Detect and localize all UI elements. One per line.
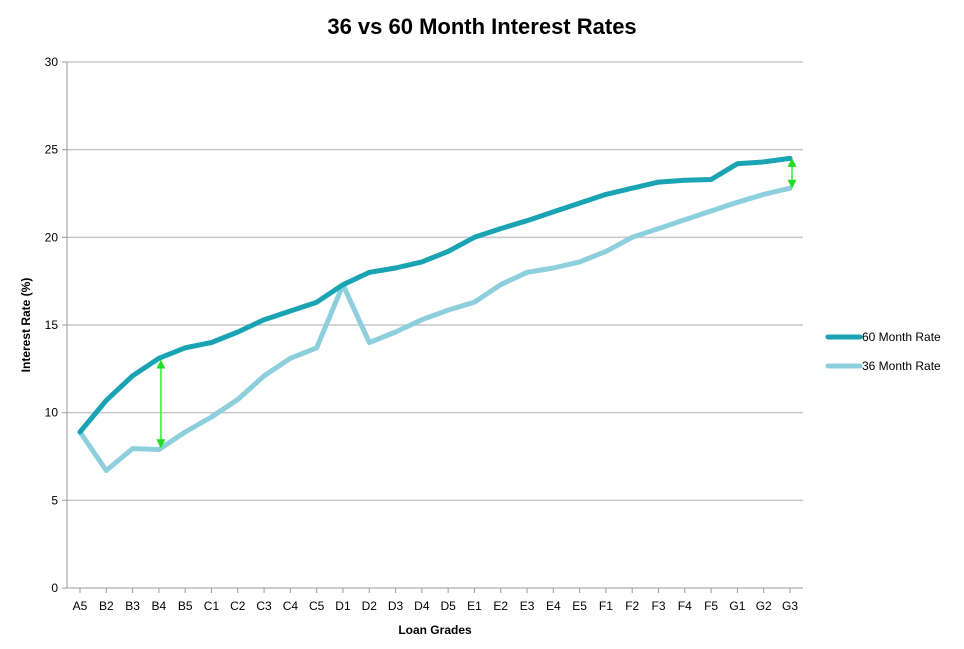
- x-tick-label: D5: [440, 599, 456, 613]
- x-tick-label: C4: [283, 599, 299, 613]
- x-tick-label: E1: [467, 599, 482, 613]
- x-tick-label: F3: [652, 599, 666, 613]
- x-tick-label: G1: [729, 599, 745, 613]
- x-tick-label: E4: [546, 599, 561, 613]
- series-lines: [77, 155, 793, 473]
- y-tick-label: 30: [45, 55, 59, 69]
- gridlines: [67, 61, 803, 502]
- x-tick-label: F1: [599, 599, 613, 613]
- x-tick-label: C2: [230, 599, 246, 613]
- annotations: [156, 157, 797, 449]
- legend-label: 60 Month Rate: [862, 330, 941, 344]
- x-tick-label: E3: [520, 599, 535, 613]
- x-tick-label: B2: [99, 599, 114, 613]
- x-tick-label: F2: [625, 599, 639, 613]
- x-tick-label: D1: [335, 599, 351, 613]
- chart-title: 36 vs 60 Month Interest Rates: [327, 14, 637, 39]
- x-tick-label: F5: [704, 599, 718, 613]
- x-tick-label: C3: [256, 599, 272, 613]
- x-tick-label: D2: [362, 599, 378, 613]
- x-tick-label: G2: [756, 599, 772, 613]
- x-tick-label: D3: [388, 599, 404, 613]
- x-tick-label: C5: [309, 599, 325, 613]
- x-tick-label: G3: [782, 599, 798, 613]
- x-axis-title: Loan Grades: [398, 623, 472, 637]
- x-tick-label: B3: [125, 599, 140, 613]
- y-tick-label: 10: [45, 406, 59, 420]
- legend-label: 36 Month Rate: [862, 359, 941, 373]
- axes: 0 5 10 15 20 25 30 A5 B2 B3 B4 B5 C1 C2 C3 C4 C5 D1 D2 D3 D4…: [45, 55, 803, 613]
- x-tick-label: E5: [572, 599, 587, 613]
- series-line-60-month-rate: [77, 155, 793, 435]
- series-line-36-month-rate: [77, 185, 793, 473]
- x-tick-label: F4: [678, 599, 692, 613]
- y-tick-label: 20: [45, 230, 59, 244]
- legend: 60 Month Rate 36 Month Rate: [825, 330, 941, 373]
- x-tick-label: E2: [493, 599, 508, 613]
- y-tick-label: 5: [51, 493, 58, 507]
- x-tick-label: C1: [204, 599, 220, 613]
- x-tick-label: B4: [152, 599, 167, 613]
- x-tick-label: A5: [73, 599, 88, 613]
- x-tick-label: D4: [414, 599, 430, 613]
- y-tick-label: 25: [45, 143, 59, 157]
- y-axis-title: Interest Rate (%): [19, 278, 33, 373]
- y-tick-label: 15: [45, 318, 59, 332]
- y-tick-label: 0: [51, 581, 58, 595]
- x-tick-label: B5: [178, 599, 193, 613]
